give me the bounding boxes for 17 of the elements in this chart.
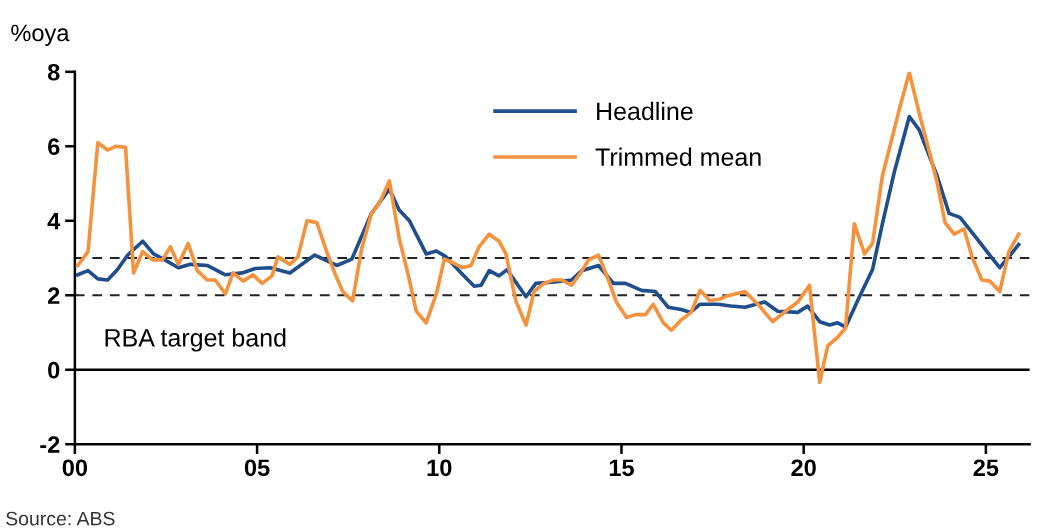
y-tick-label: 6: [48, 138, 60, 156]
source-note: Source: ABS: [6, 511, 115, 526]
x-tick-label: 05: [244, 459, 270, 477]
y-tick-label: 4: [47, 213, 61, 230]
x-tick-label: 00: [62, 459, 88, 477]
annotation: RBA target band: [105, 328, 286, 352]
y-axis-title: %oya: [11, 24, 70, 46]
y-tick-label: -2: [40, 436, 60, 453]
legend-label: Headline: [597, 101, 693, 121]
y-tick-label: 2: [47, 287, 60, 304]
y-tick-label: 8: [47, 63, 60, 81]
legend-label: Trimmed mean: [595, 147, 761, 166]
x-tick-label: 25: [973, 459, 999, 477]
x-tick-label: 10: [427, 459, 452, 477]
y-tick-label: 0: [48, 361, 60, 379]
x-tick-label: 20: [791, 459, 816, 477]
x-tick-label: 15: [609, 459, 634, 477]
